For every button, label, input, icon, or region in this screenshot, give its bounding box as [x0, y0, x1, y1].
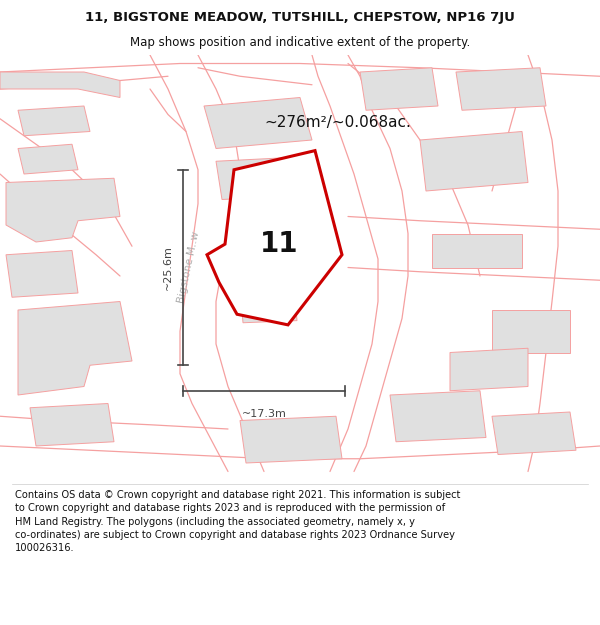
- Polygon shape: [216, 157, 306, 199]
- Polygon shape: [492, 310, 570, 352]
- Polygon shape: [231, 208, 297, 246]
- Polygon shape: [18, 301, 132, 395]
- Text: ~276m²/~0.068ac.: ~276m²/~0.068ac.: [264, 116, 411, 131]
- Text: Contains OS data © Crown copyright and database right 2021. This information is : Contains OS data © Crown copyright and d…: [15, 490, 460, 553]
- Polygon shape: [30, 404, 114, 446]
- Text: 11: 11: [260, 230, 298, 258]
- Polygon shape: [432, 234, 522, 268]
- Polygon shape: [6, 178, 120, 242]
- Polygon shape: [492, 412, 576, 454]
- Text: Bigstone M..w: Bigstone M..w: [176, 231, 202, 304]
- Polygon shape: [18, 144, 78, 174]
- Polygon shape: [420, 131, 528, 191]
- Polygon shape: [240, 416, 342, 463]
- Text: Map shows position and indicative extent of the property.: Map shows position and indicative extent…: [130, 36, 470, 49]
- Polygon shape: [18, 106, 90, 136]
- Polygon shape: [204, 98, 312, 149]
- Text: 11, BIGSTONE MEADOW, TUTSHILL, CHEPSTOW, NP16 7JU: 11, BIGSTONE MEADOW, TUTSHILL, CHEPSTOW,…: [85, 11, 515, 24]
- Polygon shape: [0, 72, 120, 98]
- Polygon shape: [207, 151, 342, 325]
- Polygon shape: [240, 287, 297, 322]
- Polygon shape: [6, 251, 78, 298]
- Polygon shape: [360, 68, 438, 110]
- Polygon shape: [456, 68, 546, 110]
- Polygon shape: [450, 348, 528, 391]
- Text: ~25.6m: ~25.6m: [163, 245, 173, 290]
- Polygon shape: [390, 391, 486, 442]
- Text: ~17.3m: ~17.3m: [242, 409, 286, 419]
